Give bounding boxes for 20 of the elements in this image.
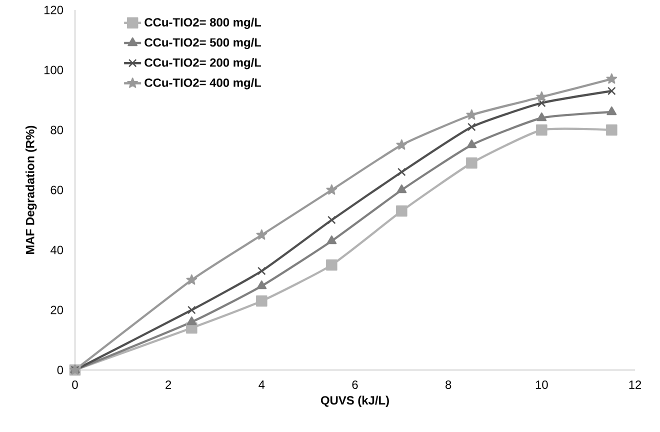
y-tick-label: 40 [50,246,64,254]
y-axis-title: MAF Degradation (R%) [26,126,37,254]
y-tick-label: 60 [50,186,64,194]
x-tick-label: 10 [536,380,548,389]
x-tick-label: 2 [166,380,172,389]
x-tick-label: 12 [629,380,642,389]
y-tick-label: 80 [50,126,64,134]
x-tick-label: 6 [352,380,358,389]
x-tick-label: 0 [72,380,78,389]
y-tick-label: 120 [44,6,64,14]
legend-label: CCu-TIO2= 800 mg/L [144,18,262,29]
y-tick-label: 0 [57,366,64,374]
legend-label: CCu-TIO2= 400 mg/L [144,78,262,90]
y-tick-label: 20 [50,306,64,314]
x-tick-label: 4 [258,380,265,389]
y-tick-label: 100 [44,66,64,74]
x-tick-label: 8 [446,380,452,389]
legend-label: CCu-TIO2= 500 mg/L [144,38,262,50]
legend-label: CCu-TIO2= 200 mg/L [144,58,262,70]
x-axis-title: QUVS (kJ/L) [320,396,389,407]
